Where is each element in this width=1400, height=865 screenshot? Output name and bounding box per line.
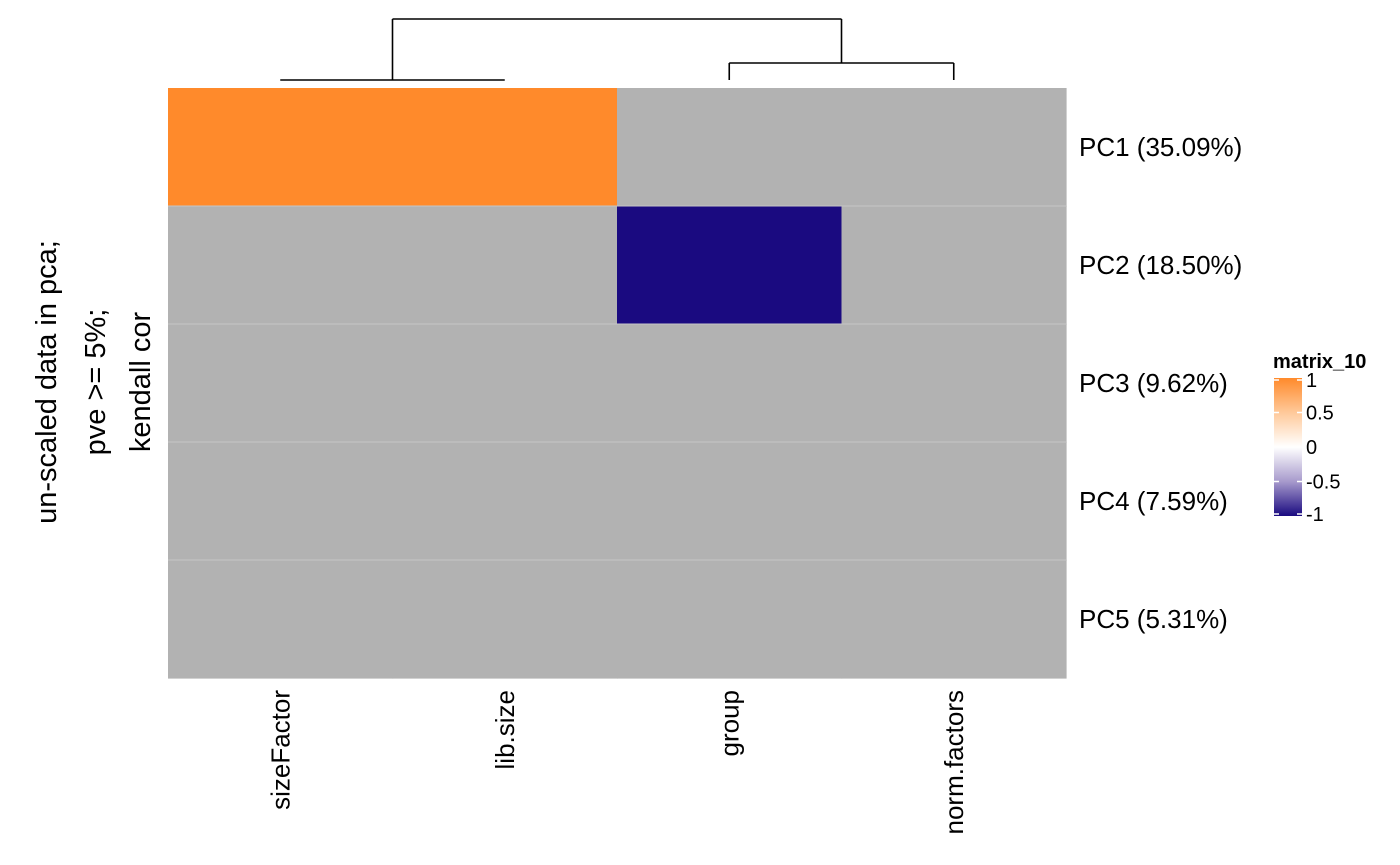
heatmap-cell [617, 442, 843, 561]
heatmap-cell [392, 88, 618, 207]
legend-tick-label: -1 [1306, 504, 1324, 526]
heatmap-cell [617, 206, 843, 325]
column-labels: sizeFactor lib.size group norm.factors [265, 690, 969, 835]
heatmap-cell [168, 206, 394, 325]
title-line-3: kendall cor [125, 312, 157, 453]
row-label: PC1 (35.09%) [1079, 132, 1242, 162]
heatmap-cell [392, 324, 618, 443]
heatmap-cell [841, 324, 1067, 443]
title-line-2: pve >= 5%; [80, 309, 112, 456]
heatmap-cell [841, 206, 1067, 325]
heatmap-cell [168, 88, 394, 207]
row-label: PC5 (5.31%) [1079, 604, 1228, 634]
chart-title: un-scaled data in pca; pve >= 5%; kendal… [31, 240, 157, 524]
heatmap-cell [168, 560, 394, 679]
row-label: PC4 (7.59%) [1079, 486, 1228, 516]
heatmap-cell [168, 442, 394, 561]
column-label: group [714, 690, 744, 757]
heatmap-cell [841, 88, 1067, 207]
title-line-1: un-scaled data in pca; [31, 240, 63, 524]
legend-title: matrix_10 [1273, 351, 1366, 373]
row-labels: PC1 (35.09%) PC2 (18.50%) PC3 (9.62%) PC4 (… [1079, 132, 1242, 634]
heatmap-cell [392, 442, 618, 561]
legend-tick-label: 0 [1306, 437, 1317, 459]
heatmap-cell [392, 560, 618, 679]
legend-tick-label: 1 [1306, 370, 1317, 392]
legend-ticks: 1 0.5 0 -0.5 -1 [1274, 370, 1340, 526]
legend-tick-label: 0.5 [1306, 403, 1334, 425]
heatmap-cell [617, 324, 843, 443]
row-label: PC3 (9.62%) [1079, 368, 1228, 398]
heatmap-cell [617, 560, 843, 679]
heatmap-cell [841, 442, 1067, 561]
color-legend: matrix_10 1 0.5 0 -0.5 -1 [1273, 351, 1366, 526]
heatmap-cell [168, 324, 394, 443]
heatmap-cell [392, 206, 618, 325]
column-label: norm.factors [939, 690, 969, 835]
heatmap-cell [841, 560, 1067, 679]
row-label: PC2 (18.50%) [1079, 250, 1242, 280]
legend-tick-label: -0.5 [1306, 472, 1340, 494]
heatmap-cell [617, 88, 843, 207]
column-label: sizeFactor [265, 690, 295, 810]
column-dendrogram [280, 18, 955, 81]
column-label: lib.size [490, 690, 520, 769]
heatmap-cells [168, 88, 1067, 679]
